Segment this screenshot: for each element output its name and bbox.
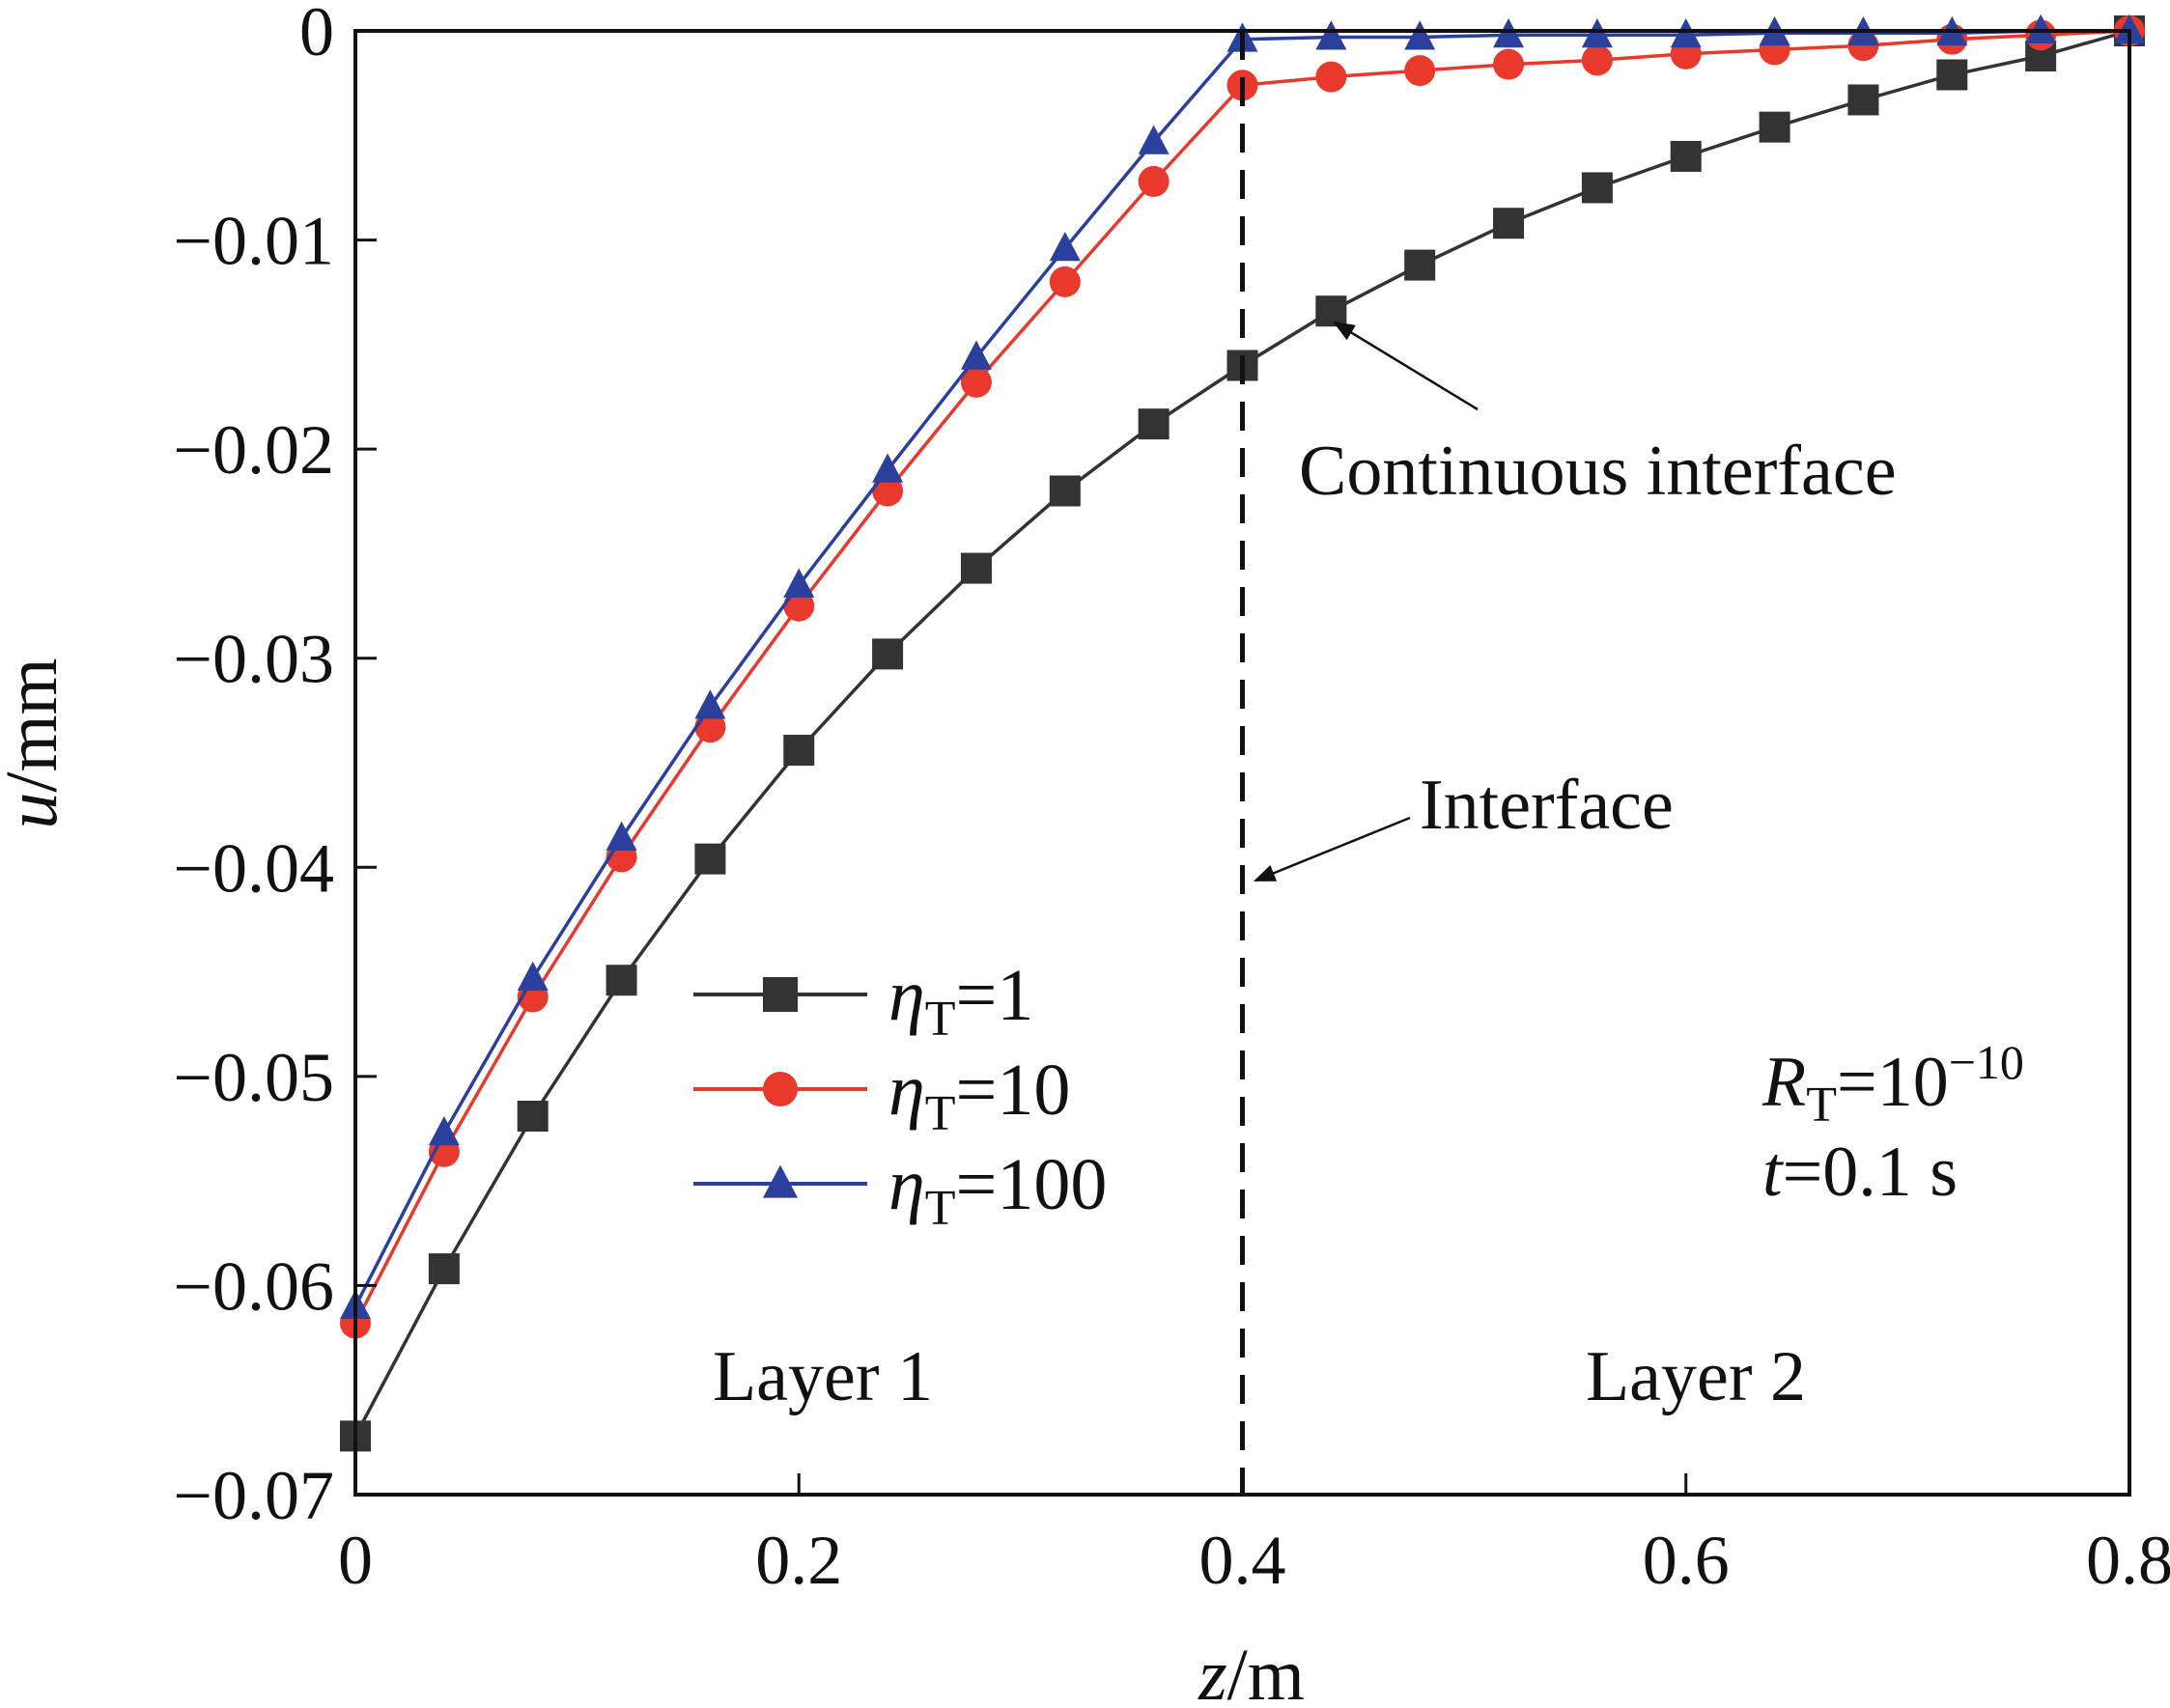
continuous-interface-arrow (1333, 321, 1479, 411)
layer-1-label: Layer 1 (713, 1337, 933, 1416)
legend-marker (763, 977, 798, 1012)
series-2-point (1404, 55, 1436, 87)
y-tick-label: −0.05 (173, 1039, 334, 1116)
legend-item-2: ηT=10 (693, 1050, 1070, 1141)
layer-2-label: Layer 2 (1586, 1337, 1806, 1416)
series-3-point (1670, 18, 1702, 48)
legend-item-1: ηT=1 (693, 955, 1033, 1047)
series-1-point (1581, 172, 1613, 204)
series-1-point (1493, 208, 1525, 239)
series-3-point (694, 689, 726, 719)
series-2-point (1138, 165, 1170, 197)
series-3-point (517, 961, 549, 992)
series-2-point (872, 475, 904, 507)
series-2-point (960, 366, 992, 398)
y-tick-label: −0.02 (173, 411, 334, 489)
series-2-point (1049, 266, 1081, 297)
series-2-point (1315, 61, 1347, 93)
series-3-point (1049, 231, 1081, 262)
series-3-point (960, 340, 992, 370)
series-1-point (428, 1253, 460, 1285)
series-3-point (1315, 20, 1347, 50)
series-1-point (517, 1101, 549, 1133)
x-tick-label: 0.2 (755, 1522, 842, 1599)
x-tick-label: 0.4 (1199, 1522, 1286, 1599)
legend-label: ηT=100 (888, 1144, 1107, 1236)
x-axis-label: z/m (1198, 1635, 1305, 1708)
series-1-point (872, 638, 904, 670)
y-tick-label: −0.07 (173, 1457, 334, 1534)
y-tick-label: −0.01 (173, 203, 334, 280)
series-3-point (1138, 125, 1170, 154)
continuous-interface-annotation: Continuous interface (1299, 432, 1897, 511)
x-tick-label: 0.6 (1643, 1522, 1730, 1599)
series-3-point (2114, 14, 2145, 43)
series-1-point (1759, 111, 1790, 143)
series-3-point (872, 453, 904, 483)
series-3-point (606, 821, 637, 851)
series-3-point (2025, 14, 2057, 43)
rt-annotation: RT=10−10 (1761, 1035, 2024, 1133)
interface-arrow (1253, 816, 1411, 882)
series-1-point (694, 843, 726, 875)
series-3-point (783, 568, 815, 598)
plot-area-frame (353, 29, 2131, 1497)
x-tick-label: 0 (338, 1522, 373, 1599)
y-tick-label: 0 (299, 0, 334, 70)
series-3-point (1404, 20, 1436, 50)
legend-marker (763, 1072, 798, 1106)
series-1-point (606, 965, 637, 996)
series-1-point (1315, 295, 1347, 327)
series-3-point (1493, 18, 1525, 48)
series-1-point (1670, 140, 1702, 172)
series-2-point (1493, 48, 1525, 80)
series-1-point (1049, 475, 1081, 507)
x-tick-label: 0.8 (2086, 1522, 2170, 1599)
series-2-point (1581, 44, 1613, 76)
series-1-point (1138, 408, 1170, 440)
legend-marker (763, 1164, 798, 1198)
legend-label: ηT=10 (888, 1050, 1070, 1141)
series-1-point (1936, 59, 1968, 91)
series-1-point (1404, 249, 1436, 281)
y-tick-label: −0.04 (173, 829, 334, 907)
y-tick-label: −0.03 (173, 621, 334, 698)
y-axis-label: u/mm (0, 658, 72, 828)
interface-annotation: Interface (1420, 766, 1674, 845)
y-tick-label: −0.06 (173, 1247, 334, 1325)
series-3-point (1581, 18, 1613, 48)
series-1-point (783, 735, 815, 767)
series-3-point (428, 1116, 460, 1146)
series-1-point (960, 552, 992, 584)
legend-label: ηT=1 (888, 955, 1033, 1047)
series-1-point (1847, 84, 1879, 116)
legend-item-3: ηT=100 (693, 1144, 1107, 1236)
ticks-layer: 0 0.2 0.4 0.6 0.8 0 −0.01 −0.02 −0.03 −0.04 −0.05 −… (173, 0, 2170, 1599)
time-annotation: t=0.1 s (1762, 1133, 1958, 1212)
